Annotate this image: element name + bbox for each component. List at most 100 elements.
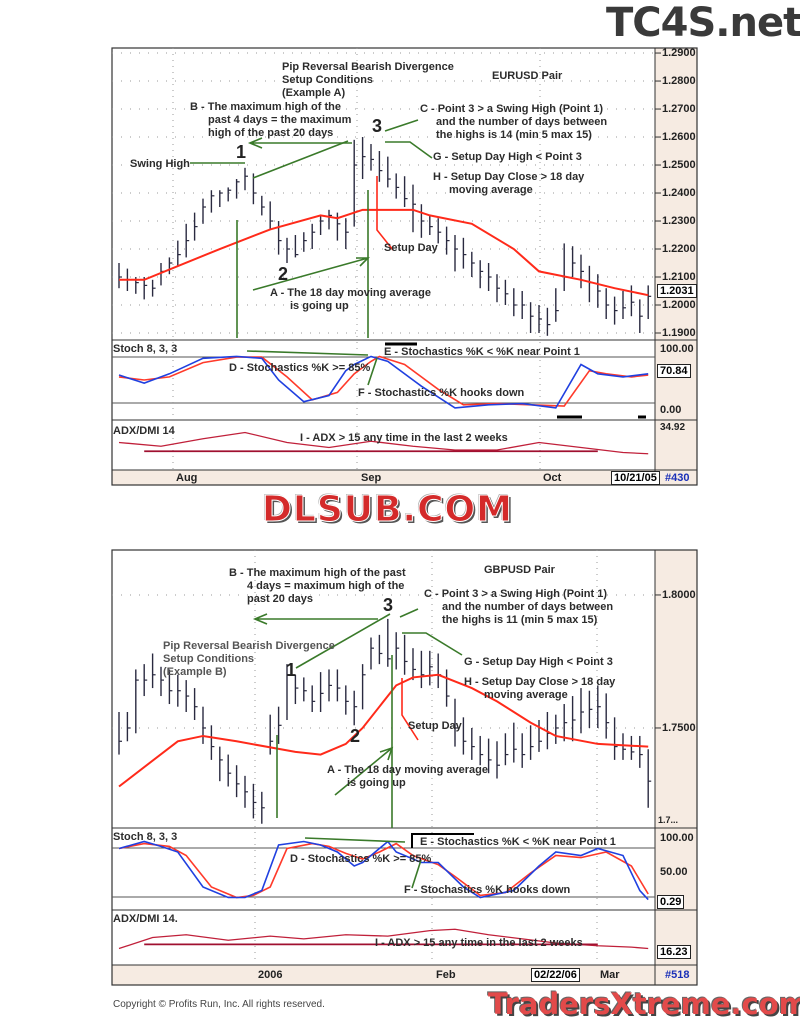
annotation-c: C - Point 3 > a Swing High (Point 1) and… [424,588,613,627]
y-tick-label: 1.1900 [662,327,696,339]
stoch-k-line [118,355,649,409]
annotation-i: I - ADX > 15 any time in the last 2 week… [375,937,583,949]
line: and the number of days between [436,116,608,128]
stoch-d-connector [246,350,369,356]
price-bar [420,650,425,689]
price-bar [546,307,551,336]
x-tick: Feb [436,969,456,981]
line: H - Setup Day Close > 18 day [433,171,585,183]
stoch-tick: 50.00 [660,866,688,878]
line: is going up [290,300,349,312]
price-bar [370,144,374,171]
y-tick-label: 1.2400 [662,187,696,200]
price-bar [328,669,332,702]
price-bar [210,725,215,760]
price-bar [311,223,316,250]
price-bar [227,754,232,787]
price-bar [571,246,576,278]
last-price: 1.2031 [657,284,697,298]
annotation-h: H - Setup Day Close > 18 day moving aver… [464,676,615,702]
price-bar [303,677,307,702]
price-bar [605,693,610,739]
annotation-g: G - Setup Day High < Point 3 [433,151,582,163]
price-bar [361,664,366,710]
line: B - The maximum high of the past [229,567,406,579]
point1-to-point3-line [295,613,391,669]
price-bar [496,274,500,303]
price-bar [395,632,400,670]
date-box: 10/21/05 [611,471,660,485]
price-bar [647,749,652,808]
price-bar [378,151,383,182]
chart-a-title: Pip Reversal Bearish Divergence Setup Co… [282,61,454,100]
plot-marks [118,137,652,950]
price-bar [504,733,509,766]
last-price: 1.7... [658,815,679,825]
annotation-c: C - Point 3 > a Swing High (Point 1) and… [420,103,607,142]
price-bar [151,279,156,297]
annotation-i: I - ADX > 15 any time in the last 2 week… [300,432,508,444]
price-bar [563,704,568,742]
price-bar [235,765,240,798]
line: the highs is 14 (min 5 max 15) [436,129,592,141]
price-bar [118,712,122,755]
price-bar [555,288,559,322]
price-bar [353,690,358,726]
price-bar [555,714,559,744]
y-tick-label: 1.2600 [662,131,696,144]
price-bar [437,653,442,689]
price-bar [235,179,240,199]
chart-number: #430 [665,472,690,484]
title-line: (Example B) [163,666,227,678]
price-bar [613,296,618,325]
price-bar [529,302,534,334]
price-bar [403,176,408,208]
line: C - Point 3 > a Swing High (Point 1) [424,588,608,600]
chart-b-title: Pip Reversal Bearish Divergence Setup Co… [163,640,335,679]
price-bar [563,243,568,292]
price-bar [261,195,265,216]
price-bar [521,733,526,768]
price-bar [387,618,391,667]
price-bar [479,260,484,289]
price-bar [319,672,324,713]
annotation-a: A - The 18 day moving average is going u… [327,764,488,790]
chart-number: #518 [665,969,690,981]
stoch-label: Stoch 8, 3, 3 [113,343,178,355]
title-line: Setup Conditions [163,653,255,665]
stoch-last-value: 70.84 [657,364,691,378]
line: past 4 days = the maximum [208,114,352,126]
price-bar [261,791,265,824]
line: past 20 days [247,593,314,605]
stoch-tick: 0.00 [660,404,682,416]
adx-label: ADX/DMI 14. [113,913,178,925]
price-bar [630,735,635,760]
line: is going up [347,777,406,789]
e-marker [411,833,474,848]
annotation-e: E - Stochastics %K < %K near Point 1 [384,346,580,358]
price-bar [487,738,492,774]
setup-day-pointer [401,678,419,741]
price-bar [185,223,190,258]
stoch-tick: 100.00 [660,832,694,844]
line: the highs is 11 (min 5 max 15) [442,614,598,626]
price-bar [597,274,601,308]
price-bar [513,288,517,317]
adx-last-value: 34.92 [660,422,686,433]
adx-last-value: 16.23 [657,945,691,959]
price-bar [345,685,349,715]
price-bar [504,279,509,306]
price-bar [538,719,542,752]
price-bar [370,637,374,670]
price-bar [387,156,391,188]
annotation-g: G - Setup Day High < Point 3 [464,656,613,668]
point-2-label: 2 [278,264,289,284]
price-bar [647,285,652,320]
y-tick-label: 1.2100 [662,271,696,283]
price-bar [118,263,122,289]
line: high of the past 20 days [208,127,334,139]
adx-line [118,431,649,455]
price-bar [588,265,593,303]
title-line: (Example A) [282,87,346,99]
price-bar [378,634,383,665]
